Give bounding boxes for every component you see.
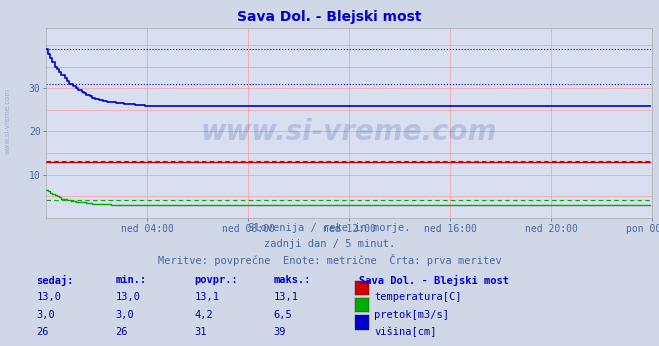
Text: sedaj:: sedaj: <box>36 275 74 286</box>
Text: 13,1: 13,1 <box>273 292 299 302</box>
Text: 39: 39 <box>273 327 286 337</box>
Text: višina[cm]: višina[cm] <box>374 327 437 337</box>
Text: 26: 26 <box>115 327 128 337</box>
Text: temperatura[C]: temperatura[C] <box>374 292 462 302</box>
Text: Slovenija / reke in morje.: Slovenija / reke in morje. <box>248 223 411 233</box>
Text: zadnji dan / 5 minut.: zadnji dan / 5 minut. <box>264 239 395 249</box>
Text: pretok[m3/s]: pretok[m3/s] <box>374 310 449 320</box>
Text: 4,2: 4,2 <box>194 310 213 320</box>
Text: 6,5: 6,5 <box>273 310 292 320</box>
Text: Sava Dol. - Blejski most: Sava Dol. - Blejski most <box>237 10 422 24</box>
Text: www.si-vreme.com: www.si-vreme.com <box>201 118 498 146</box>
Text: min.:: min.: <box>115 275 146 285</box>
Text: 3,0: 3,0 <box>115 310 134 320</box>
Text: Meritve: povprečne  Enote: metrične  Črta: prva meritev: Meritve: povprečne Enote: metrične Črta:… <box>158 254 501 266</box>
Text: povpr.:: povpr.: <box>194 275 238 285</box>
Text: 13,1: 13,1 <box>194 292 219 302</box>
Text: 13,0: 13,0 <box>115 292 140 302</box>
Text: 26: 26 <box>36 327 49 337</box>
Text: maks.:: maks.: <box>273 275 311 285</box>
Text: Sava Dol. - Blejski most: Sava Dol. - Blejski most <box>359 275 509 286</box>
Text: 31: 31 <box>194 327 207 337</box>
Text: www.si-vreme.com: www.si-vreme.com <box>5 88 11 154</box>
Text: 3,0: 3,0 <box>36 310 55 320</box>
Text: 13,0: 13,0 <box>36 292 61 302</box>
